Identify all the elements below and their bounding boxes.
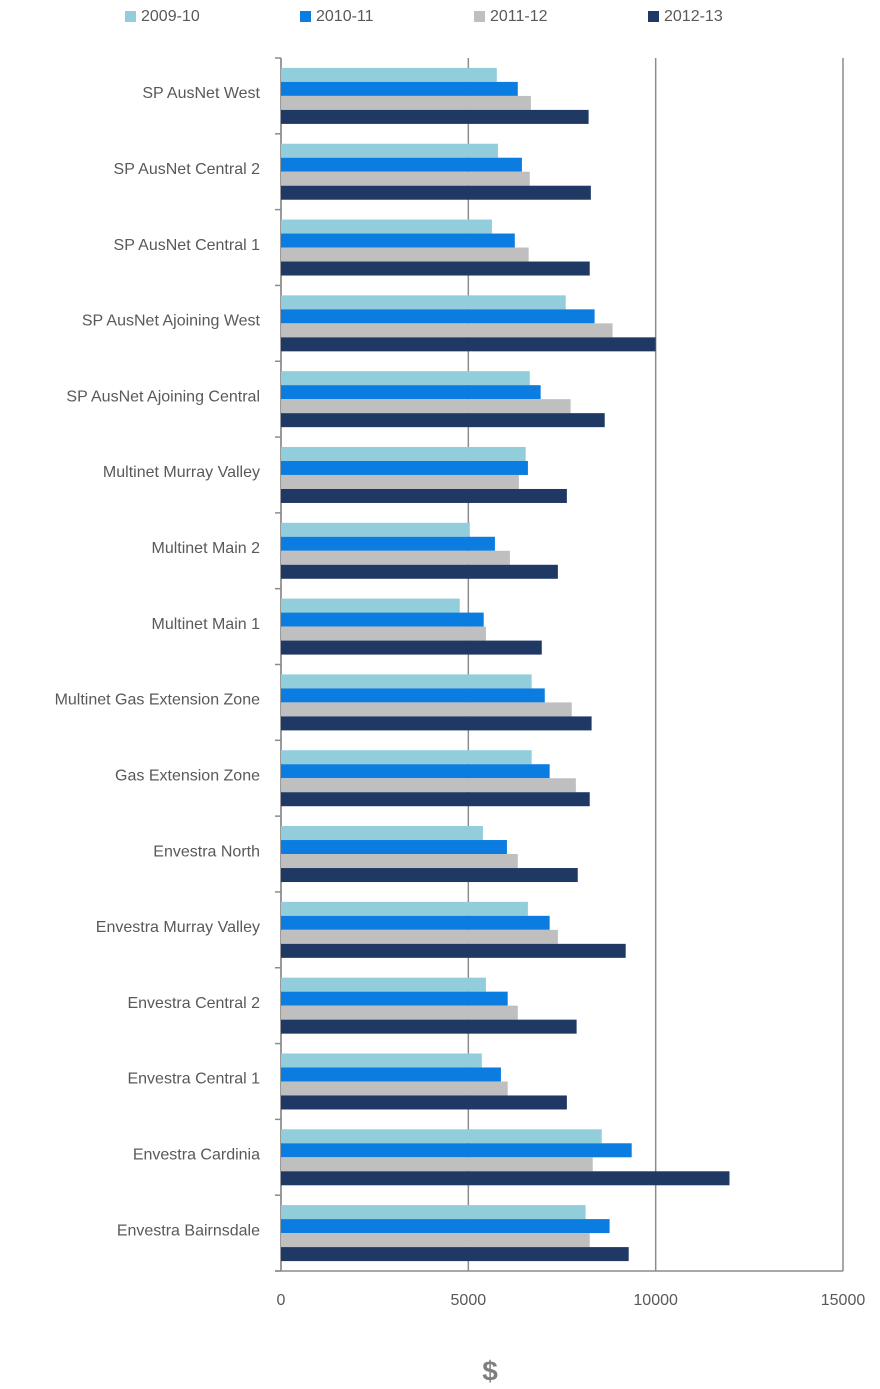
y-tick-label: Multinet Gas Extension Zone [55,692,261,709]
bar [281,413,605,428]
bar [281,157,522,172]
bar [281,1081,508,1096]
bar [281,81,518,96]
bar [281,371,530,386]
y-tick-label: Envestra Murray Valley [96,919,260,936]
bar [281,474,519,489]
legend-swatch [474,11,485,22]
y-tick-label: SP AusNet Ajoining West [82,313,261,330]
bar [281,868,578,883]
y-tick-label: Envestra Central 2 [127,995,260,1012]
bar [281,550,510,565]
y-tick-label: Envestra Central 1 [127,1071,260,1088]
y-tick-label: Gas Extension Zone [115,767,260,784]
bar [281,337,656,352]
bar [281,1171,730,1186]
bar [281,702,572,717]
bar [281,640,542,655]
bar [281,309,595,324]
bar [281,854,518,869]
bar [281,688,545,703]
bar [281,185,591,200]
legend-label: 2010-11 [316,8,374,25]
bar [281,840,507,855]
bar [281,233,515,248]
bar [281,171,530,186]
x-tick-label: 0 [277,1292,286,1309]
bar [281,536,495,551]
bar [281,488,567,503]
bar [281,1247,629,1262]
legend-swatch [125,11,136,22]
bar [281,564,558,579]
legend-label: 2009-10 [141,8,200,25]
bar [281,1129,602,1144]
bar [281,943,626,958]
bar [281,446,526,461]
bar [281,792,590,807]
legend-label: 2011-12 [490,8,548,25]
bar [281,95,531,110]
y-tick-label: SP AusNet Central 2 [114,161,261,178]
bar [281,674,532,689]
bar [281,977,486,992]
y-tick-label: Multinet Main 1 [152,616,261,633]
bar [281,522,470,537]
bar [281,1157,593,1172]
bar [281,1019,577,1034]
bar [281,1143,632,1158]
y-tick-label: SP AusNet Central 1 [114,237,261,254]
bar [281,460,528,475]
y-tick-label: SP AusNet Ajoining Central [66,388,260,405]
x-tick-label: 5000 [451,1292,487,1309]
legend-swatch [300,11,311,22]
bar [281,1005,518,1020]
x-tick-label: 10000 [633,1292,678,1309]
bar [281,915,550,930]
bar [281,598,460,613]
bar [281,109,589,124]
bar [281,929,558,944]
bar [281,626,486,641]
y-tick-label: Envestra North [153,843,260,860]
bar [281,778,576,793]
y-tick-label: SP AusNet West [142,85,260,102]
bar [281,1205,586,1220]
bar [281,247,529,262]
bar [281,612,484,627]
bar [281,764,550,779]
legend-label: 2012-13 [664,8,723,25]
bar [281,399,571,414]
bar [281,1067,501,1082]
x-axis-label: $ [482,1355,498,1386]
y-tick-label: Multinet Main 2 [152,540,261,557]
bar [281,991,508,1006]
bar [281,219,492,234]
bar [281,67,497,82]
bar [281,1095,567,1110]
bar [281,750,532,765]
bar [281,295,566,310]
bar [281,385,541,400]
bar [281,143,498,158]
bar [281,716,592,731]
bar [281,1053,482,1068]
y-tick-label: Envestra Cardinia [133,1147,260,1164]
bar [281,323,613,338]
bar [281,261,590,276]
bar [281,1233,590,1248]
x-tick-label: 15000 [821,1292,866,1309]
bar [281,1219,610,1234]
bar [281,826,483,841]
legend-swatch [648,11,659,22]
y-tick-label: Envestra Bairnsdale [117,1222,260,1239]
y-tick-label: Multinet Murray Valley [103,464,260,481]
bar [281,901,528,916]
